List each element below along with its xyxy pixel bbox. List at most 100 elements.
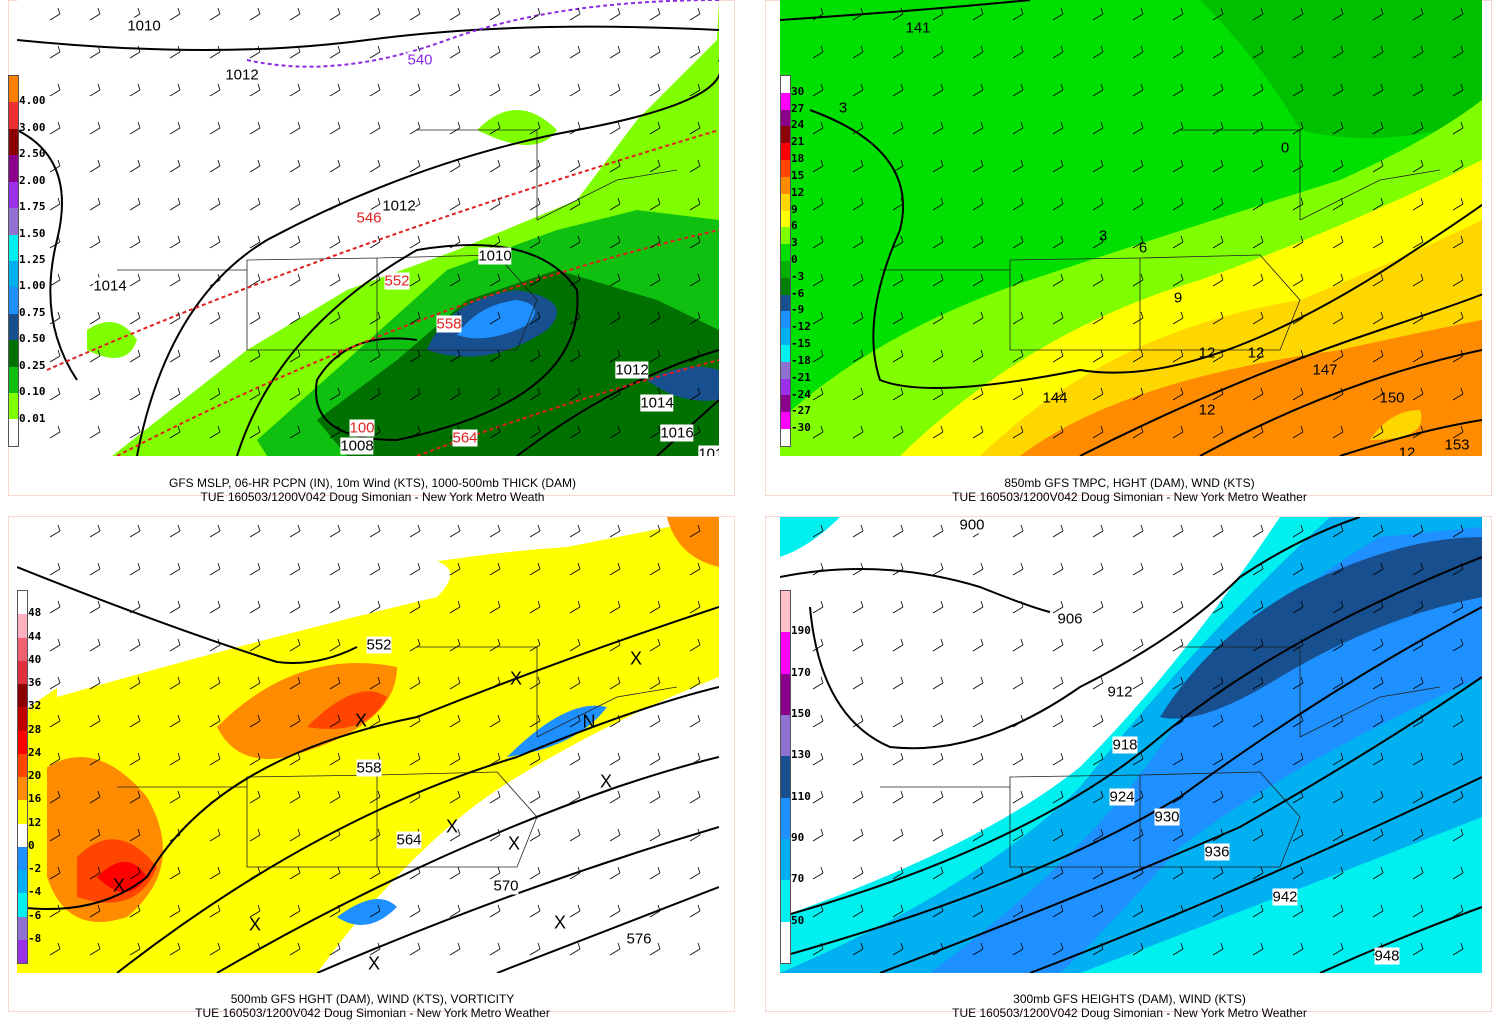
caption-timestamp: TUE 160503/1200V042 Doug Simonian - New … <box>952 1006 1307 1020</box>
contour-label: 141 <box>905 19 931 37</box>
colorbar-swatch <box>9 287 18 314</box>
contour-label: 564 <box>452 429 478 447</box>
contour-label: 1012 <box>225 66 259 84</box>
colorbar-label: 0 <box>28 838 35 852</box>
vorticity-max-marker: X <box>445 816 459 837</box>
colorbar-swatch <box>781 395 790 413</box>
contour-label: 552 <box>366 636 392 654</box>
colorbar-label: 2.00 <box>19 173 46 187</box>
contour-label: 552 <box>384 272 410 290</box>
colorbar-label: 3 <box>791 236 798 250</box>
colorbar-label: 1.00 <box>19 279 46 293</box>
contour-label: 912 <box>1107 683 1133 701</box>
colorbar-label: 28 <box>28 722 42 736</box>
contour-label: 558 <box>356 759 382 777</box>
vorticity-max-marker: X <box>509 668 523 689</box>
shaded-field <box>477 110 557 145</box>
vorticity-max-marker: X <box>629 648 643 669</box>
contour-label: 3 <box>838 99 848 117</box>
caption-timestamp: TUE 160503/1200V042 Doug Simonian - New … <box>200 490 545 504</box>
colorbar-label: -3 <box>791 269 805 283</box>
colorbar-swatch <box>9 393 18 420</box>
contour-label: 936 <box>1204 843 1230 861</box>
shaded-field <box>457 300 535 339</box>
colorbar-swatch <box>9 76 18 103</box>
colorbar-swatch <box>781 361 790 379</box>
colorbar-swatch <box>781 412 790 430</box>
contour-line <box>17 25 719 51</box>
colorbar-swatch <box>781 294 790 312</box>
colorbar-label: 20 <box>28 769 42 782</box>
colorbar-label: 12 <box>28 815 42 829</box>
shaded-field <box>1200 0 1482 138</box>
wind-barbs <box>812 524 1464 956</box>
contour-label: 576 <box>626 930 652 948</box>
colorbar-swatch <box>9 313 18 341</box>
contour-label: 1010 <box>478 247 512 265</box>
contour-line <box>236 244 579 456</box>
colorbar-swatch <box>18 730 27 754</box>
contour-line <box>1199 349 1482 456</box>
contour-line <box>809 517 1361 750</box>
shaded-field <box>97 862 147 892</box>
contour-label: 1018 <box>698 445 719 456</box>
colorbar-swatch <box>781 193 790 211</box>
contour-label: 100 <box>349 419 375 437</box>
colorbar-label: 1.50 <box>19 226 46 240</box>
colorbar-swatch <box>781 714 790 757</box>
colorbar-swatch <box>781 378 790 396</box>
contour-label: 570 <box>493 877 519 895</box>
colorbar-swatch <box>9 419 18 446</box>
colorbar-label: -18 <box>791 353 811 367</box>
colorbar-swatch <box>9 155 18 182</box>
contour-label: 1014 <box>93 277 127 295</box>
caption-title: 300mb GFS HEIGHTS (DAM), WIND (KTS) <box>1013 992 1246 1006</box>
colorbar-label: 150 <box>791 707 811 720</box>
colorbar-label: 50 <box>791 913 805 927</box>
colorbar <box>17 590 28 964</box>
colorbar-label: 40 <box>28 652 42 666</box>
contour-label: 12 <box>1247 344 1265 362</box>
colorbar-label: 0.25 <box>19 358 46 372</box>
contour-label: 924 <box>1109 788 1135 806</box>
contour-label: 147 <box>1312 361 1338 379</box>
colorbar-label: -4 <box>28 885 42 899</box>
colorbar-swatch <box>781 160 790 177</box>
contour-label: 564 <box>396 831 422 849</box>
contour-label: 3 <box>1098 227 1108 245</box>
contour-label: 942 <box>1272 888 1298 906</box>
colorbar <box>780 590 791 964</box>
colorbar-label: -15 <box>791 337 811 351</box>
weather-map: 900 906 912 918 924 930 936 942 948 <box>780 517 1482 973</box>
contour-line <box>809 109 1482 389</box>
contour-label: 1012 <box>382 197 416 215</box>
vorticity-max-marker: X <box>553 912 567 933</box>
colorbar-swatch <box>18 893 27 917</box>
thickness-contour <box>116 229 719 456</box>
contour-label: 1012 <box>615 361 649 379</box>
colorbar-swatch <box>18 753 27 777</box>
colorbar-label: 0.75 <box>19 305 46 319</box>
colorbar-label: -21 <box>791 370 811 384</box>
colorbar-swatch <box>781 756 790 798</box>
colorbar-label: -6 <box>791 286 805 300</box>
contour-label: 1016 <box>660 424 694 442</box>
caption-title: 850mb GFS TMPC, HGHT (DAM), WND (KTS) <box>1004 476 1255 490</box>
colorbar-swatch <box>9 340 18 367</box>
colorbar-label: -12 <box>791 320 811 334</box>
contour-line <box>516 349 719 456</box>
contour-label: 930 <box>1154 808 1180 826</box>
contour-label: 906 <box>1057 610 1083 628</box>
colorbar-label: 170 <box>791 665 811 679</box>
caption-title: GFS MSLP, 06-HR PCPN (IN), 10m Wind (KTS… <box>169 476 576 490</box>
colorbar-label: -8 <box>28 931 42 945</box>
colorbar-label: -24 <box>791 387 811 401</box>
colorbar-label: 0 <box>791 253 798 266</box>
colorbar-swatch <box>9 128 18 156</box>
colorbar-swatch <box>781 838 790 881</box>
contour-line <box>496 886 719 973</box>
colorbar-label: 36 <box>28 676 42 689</box>
colorbar-swatch <box>18 846 27 870</box>
colorbar-label: -2 <box>28 862 42 875</box>
shaded-field <box>1020 320 1482 456</box>
